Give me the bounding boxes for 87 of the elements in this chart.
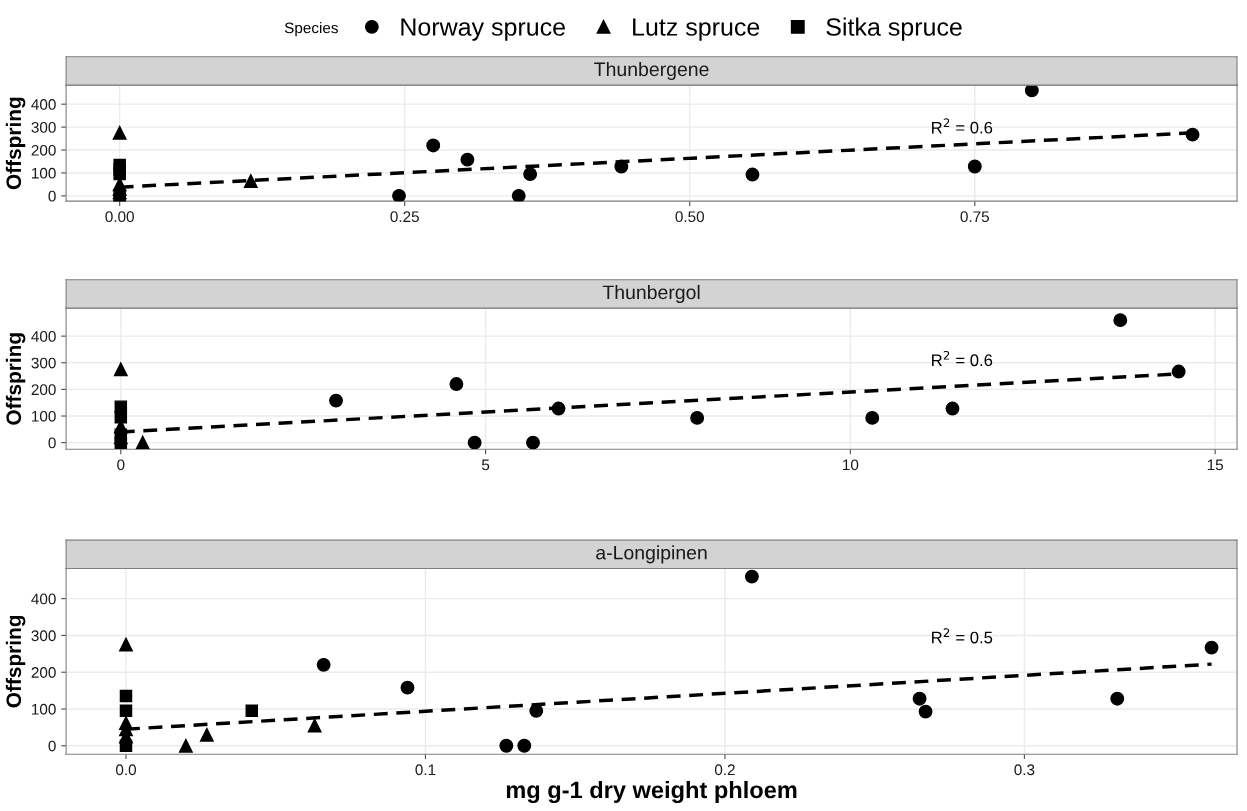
point: [526, 435, 540, 450]
legend-label: Lutz spruce: [633, 18, 760, 41]
x-tick-label: 0.3: [1014, 764, 1035, 776]
point: [523, 167, 538, 182]
point: [744, 569, 759, 584]
point: [178, 738, 193, 753]
point: [499, 738, 514, 753]
point: [400, 680, 415, 695]
point: [945, 401, 960, 416]
x-tick-label: 0.0: [115, 764, 137, 776]
point: [392, 188, 406, 202]
point: [119, 689, 133, 703]
x-tick-label: 0: [117, 459, 125, 471]
point: [1204, 640, 1219, 655]
chart-title: Thunbergene: [594, 61, 709, 81]
legend-label: Sitka spruce: [826, 17, 962, 41]
y-tick-label: 300: [31, 121, 56, 133]
point: [551, 401, 566, 416]
y-tick-label: 200: [31, 384, 56, 396]
point: [614, 159, 629, 174]
point: [329, 393, 343, 408]
point: [967, 159, 982, 174]
point: [426, 138, 441, 153]
point: [1113, 313, 1128, 328]
point: [113, 362, 128, 377]
point: [245, 704, 259, 718]
point: [307, 718, 322, 733]
point: [243, 174, 258, 188]
chart-title: Thunbergol: [602, 284, 700, 304]
point: [449, 377, 464, 392]
point: [1110, 691, 1125, 706]
legend-label: Norway spruce: [401, 18, 565, 41]
point: [114, 411, 128, 424]
y-tick-label: 100: [32, 167, 56, 179]
point: [119, 739, 133, 753]
y-axis-title: Offspring: [5, 97, 26, 190]
x-tick-label: 0.2: [714, 764, 735, 776]
point: [460, 152, 475, 167]
point: [517, 738, 532, 753]
y-tick-label: 200: [31, 144, 56, 156]
point: [114, 436, 128, 449]
point: [1185, 127, 1200, 142]
x-tick-label: 0.75: [960, 211, 990, 223]
x-tick-label: 0.25: [390, 211, 419, 223]
point: [113, 167, 126, 181]
legend-title: Species: [284, 22, 338, 37]
point: [119, 637, 133, 652]
x-tick-label: 0.1: [415, 764, 436, 776]
point: [1024, 85, 1039, 98]
y-tick-label: 300: [31, 630, 56, 642]
point: [912, 691, 927, 706]
point: [119, 704, 133, 718]
point: [113, 189, 126, 202]
y-tick-label: 0: [48, 190, 56, 202]
y-axis-title: Offspring: [5, 615, 26, 708]
annotation: R$^{2}$ = 0.6: [932, 118, 993, 134]
x-tick-label: 0.50: [675, 211, 705, 223]
y-tick-label: 200: [31, 667, 56, 678]
annotation: R$^{2}$ = 0.5: [932, 628, 993, 644]
point: [316, 657, 331, 672]
x-tick-label: 10: [843, 459, 859, 471]
point: [918, 704, 933, 719]
y-tick-label: 400: [31, 99, 56, 110]
y-tick-label: 100: [32, 410, 56, 422]
annotation: R$^{2}$ = 0.6: [932, 350, 993, 367]
point: [745, 167, 760, 182]
point: [511, 188, 526, 202]
x-axis-title: mg g-1 dry weight phloem: [506, 780, 797, 804]
point: [199, 727, 214, 742]
y-tick-label: 100: [32, 703, 56, 715]
y-tick-label: 0: [48, 437, 56, 449]
point: [1171, 364, 1186, 379]
point: [865, 410, 880, 425]
point: [690, 410, 705, 425]
x-tick-label: 5: [481, 459, 490, 471]
y-tick-label: 300: [31, 357, 56, 369]
x-tick-label: 0.00: [105, 211, 134, 223]
point: [112, 125, 127, 140]
y-tick-label: 0: [48, 740, 56, 752]
point: [529, 703, 544, 718]
y-axis-title: Offspring: [5, 333, 26, 425]
y-tick-label: 400: [31, 331, 56, 342]
point: [135, 435, 150, 450]
chart-title: a-Longipinen: [596, 545, 707, 564]
x-tick-label: 15: [1207, 459, 1223, 471]
point: [467, 435, 482, 450]
y-tick-label: 400: [31, 593, 56, 605]
